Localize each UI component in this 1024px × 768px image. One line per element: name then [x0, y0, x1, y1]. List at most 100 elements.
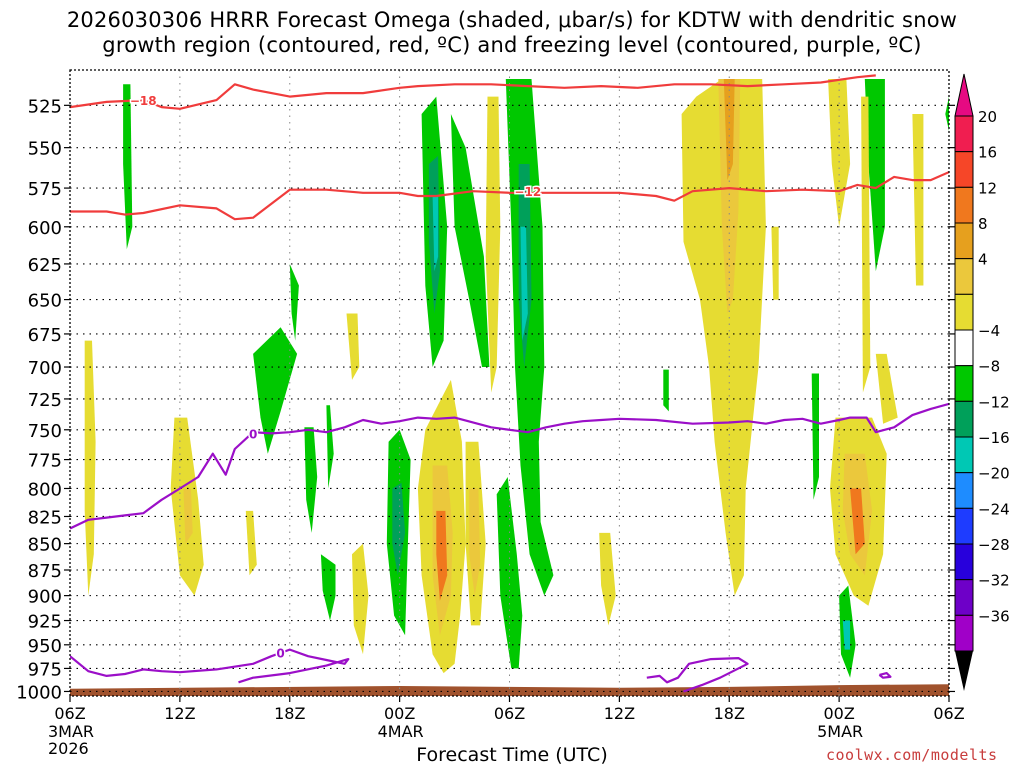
- ground-layer: [70, 684, 949, 696]
- omega-region-2: [289, 263, 299, 341]
- omega-region-16: [663, 369, 669, 412]
- chart-title-line-2: growth region (contoured, red, ºC) and f…: [102, 33, 922, 57]
- colorbar-swatch-7: [954, 365, 974, 402]
- ground-surface: [70, 684, 949, 696]
- omega-region-43: [861, 96, 871, 393]
- freezing-contour-line-2: [646, 656, 749, 693]
- freezing-contour-line-1: [70, 648, 350, 684]
- y-tick-label-625: 625: [28, 255, 62, 276]
- x-tick-label-7: 00Z: [823, 704, 854, 723]
- x-tick-sublabel-3-0: 4MAR: [378, 722, 424, 741]
- omega-region-12: [505, 79, 554, 596]
- y-tick-label-975: 975: [28, 659, 62, 680]
- freezing-contour-line-0: [70, 402, 949, 530]
- colorbar-swatch-13: [954, 579, 974, 616]
- y-tick-label-950: 950: [28, 636, 62, 657]
- omega-region-21: [945, 96, 949, 131]
- x-tick-label-2: 18Z: [274, 704, 305, 723]
- omega-region-30: [436, 510, 448, 601]
- omega-region-0: [123, 84, 133, 250]
- colorbar-swatch-10: [954, 472, 974, 509]
- y-tick-label-825: 825: [28, 507, 62, 528]
- colorbar-swatch-1: [954, 151, 974, 188]
- colorbar-label-9: −20: [978, 465, 1010, 483]
- omega-region-32: [469, 488, 481, 596]
- omega-region-38: [771, 226, 779, 300]
- y-tick-label-700: 700: [28, 358, 62, 379]
- y-tick-label-575: 575: [28, 179, 62, 200]
- y-tick-label-1000: 1000: [16, 682, 62, 703]
- dgz-contour-line-1: [70, 171, 949, 221]
- x-tick-label-3: 00Z: [384, 704, 415, 723]
- y-tick-label-850: 850: [28, 535, 62, 556]
- omega-region-3: [304, 427, 318, 533]
- omega-region-10: [432, 196, 439, 272]
- colorbar-label-1: 16: [978, 144, 997, 162]
- x-tick-label-8: 06Z: [933, 704, 964, 723]
- omega-region-44: [875, 353, 898, 424]
- y-tick-label-550: 550: [28, 139, 62, 160]
- omega-region-42: [850, 488, 865, 555]
- y-tick-label-775: 775: [28, 451, 62, 472]
- colorbar-swatch-9: [954, 436, 974, 474]
- y-tick-label-525: 525: [28, 96, 62, 117]
- colorbar-swatch-12: [954, 543, 974, 581]
- colorbar-label-10: −24: [978, 500, 1010, 518]
- omega-region-25: [245, 510, 257, 576]
- x-tick-sublabel-7-0: 5MAR: [817, 722, 863, 741]
- x-tick-sublabel-0-0: 3MAR: [48, 722, 94, 741]
- colorbar-swatch-2: [954, 186, 974, 224]
- omega-region-14: [520, 226, 528, 341]
- y-axis: 525 550 575 600 625 650 675 700 725 750 775 800 825 8…: [16, 96, 955, 703]
- omega-region-33: [485, 96, 501, 393]
- dgz-contour-label-0: −18: [130, 94, 157, 108]
- freezing-contour-label-1: 0: [276, 646, 284, 660]
- omega-region-35: [681, 79, 766, 596]
- colorbar-label-12: −32: [978, 572, 1010, 590]
- omega-region-1: [253, 327, 298, 454]
- freezing-contour-label-0: 0: [249, 427, 257, 441]
- y-tick-label-600: 600: [28, 218, 62, 239]
- colorbar-label-3: 8: [978, 215, 988, 233]
- omega-region-20: [842, 620, 851, 650]
- x-tick-label-1: 12Z: [164, 704, 195, 723]
- dgz-contour-label-1: −12: [514, 185, 541, 199]
- colorbar-label-6: −8: [978, 358, 1000, 376]
- colorbar-top-arrow: [954, 73, 974, 117]
- colorbar-swatch-4: [954, 258, 974, 295]
- omega-region-4: [326, 405, 334, 489]
- y-tick-label-800: 800: [28, 479, 62, 500]
- colorbar-label-2: 12: [978, 179, 997, 197]
- omega-region-36: [718, 79, 741, 314]
- omega-region-26: [346, 313, 360, 380]
- colorbar-label-7: −12: [978, 393, 1010, 411]
- omega-region-11: [450, 114, 490, 367]
- contour-layer: −18 −12 0 0: [70, 74, 949, 693]
- y-tick-label-725: 725: [28, 390, 62, 411]
- x-tick-label-4: 06Z: [494, 704, 525, 723]
- colorbar-swatch-8: [954, 400, 974, 438]
- omega-region-18: [864, 79, 885, 272]
- colorbar-swatch-3: [954, 222, 974, 260]
- omega-region-7: [392, 482, 406, 576]
- credit-text: coolwx.com/modelts: [826, 746, 998, 764]
- colorbar-label-11: −28: [978, 536, 1010, 554]
- x-tick-label-0: 06Z: [54, 704, 85, 723]
- y-tick-label-650: 650: [28, 291, 62, 312]
- grid-layer: [70, 70, 949, 696]
- y-tick-label-925: 925: [28, 612, 62, 633]
- colorbar-swatch-11: [954, 507, 974, 545]
- omega-region-27: [352, 543, 369, 655]
- x-tick-sublabel-0-1: 2026: [48, 739, 89, 758]
- omega-shaded-layer: [84, 79, 949, 678]
- y-tick-label-875: 875: [28, 561, 62, 582]
- colorbar-swatch-0: [954, 115, 974, 153]
- colorbar-swatch-6: [954, 329, 974, 367]
- omega-region-39: [828, 79, 851, 227]
- dgz-contour-line-0: [70, 74, 876, 110]
- colorbar-bottom-arrow: [955, 651, 973, 691]
- colorbar-label-0: 20: [978, 108, 997, 126]
- freezing-contour-line-3: [878, 671, 892, 679]
